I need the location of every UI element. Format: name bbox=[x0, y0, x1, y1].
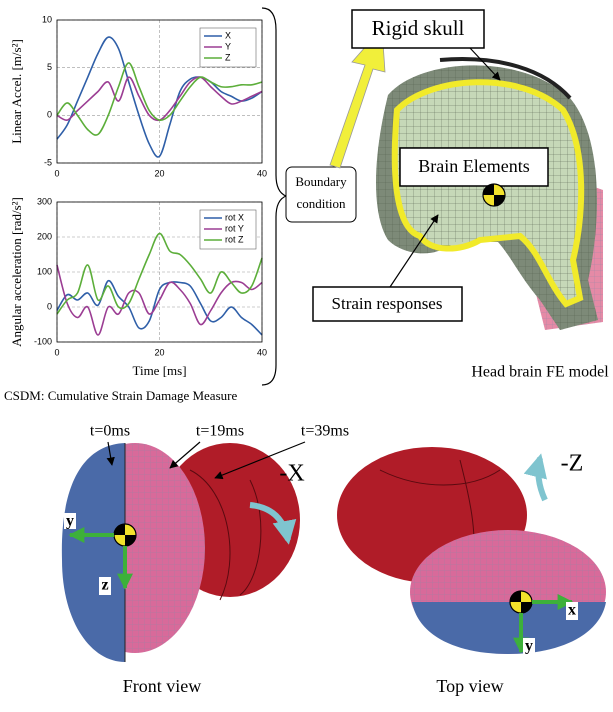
legend-label: rot X bbox=[225, 212, 244, 222]
y-tick-label: 300 bbox=[37, 196, 52, 206]
top-view bbox=[337, 447, 606, 654]
y-tick-label: -100 bbox=[34, 336, 52, 346]
target-marker bbox=[483, 184, 505, 206]
head-0ms bbox=[62, 443, 125, 662]
boundary-label: Boundary bbox=[295, 174, 347, 189]
legend-label: rot Y bbox=[225, 223, 244, 233]
model-caption: Head brain FE model bbox=[471, 364, 609, 381]
axis-label: x bbox=[568, 602, 576, 619]
legend-label: Z bbox=[225, 52, 231, 62]
x-tick-label: 40 bbox=[257, 168, 267, 178]
strain-label: Strain responses bbox=[332, 294, 443, 313]
x-tick-label: 0 bbox=[54, 168, 59, 178]
target-marker bbox=[510, 591, 532, 613]
x-tick-label: 20 bbox=[154, 347, 164, 357]
y-tick-label: 200 bbox=[37, 231, 52, 241]
rigid-skull-label: Rigid skull bbox=[372, 16, 465, 40]
y-tick-label: 5 bbox=[47, 62, 52, 72]
y-tick-label: -5 bbox=[44, 157, 52, 167]
figure: Boundary condition Rigid skull Brain Ele… bbox=[0, 0, 613, 712]
axis-label: y bbox=[525, 638, 533, 655]
rotation-label: -Z bbox=[561, 451, 584, 477]
legend-label: rot Z bbox=[225, 234, 244, 244]
front-caption: Front view bbox=[123, 676, 202, 696]
yellow-arrow bbox=[330, 28, 385, 168]
page: {"chart_data": [ {"type": "line", "y_lab… bbox=[0, 0, 613, 712]
time-label: t=39ms bbox=[301, 423, 349, 440]
boundary-label: condition bbox=[296, 196, 346, 211]
y-tick-label: 0 bbox=[47, 301, 52, 311]
note: CSDM: Cumulative Strain Damage Measure bbox=[4, 388, 237, 403]
y-tick-label: 0 bbox=[47, 110, 52, 120]
rotation-label: -X bbox=[279, 461, 304, 487]
x-tick-label: 40 bbox=[257, 347, 267, 357]
rotation-arrow bbox=[538, 458, 545, 500]
brain-elements-label: Brain Elements bbox=[418, 156, 529, 176]
axis-label: z bbox=[101, 577, 108, 594]
front-view bbox=[62, 443, 300, 662]
axis-label: y bbox=[66, 513, 74, 530]
time-label: t=0ms bbox=[90, 423, 130, 440]
legend-label: X bbox=[225, 30, 231, 40]
x-axis-label: Time [ms] bbox=[132, 363, 186, 378]
time-label: t=19ms bbox=[196, 423, 244, 440]
legend-label: Y bbox=[225, 41, 231, 51]
y-axis-label: Linear Accel. [m/s²] bbox=[9, 39, 24, 144]
y-axis-label: Angular acceleration [rad/s²] bbox=[9, 197, 24, 347]
x-tick-label: 0 bbox=[54, 347, 59, 357]
top-caption: Top view bbox=[436, 676, 503, 696]
x-tick-label: 20 bbox=[154, 168, 164, 178]
y-tick-label: 10 bbox=[42, 14, 52, 24]
target-marker bbox=[114, 524, 136, 546]
y-tick-label: 100 bbox=[37, 266, 52, 276]
bracket bbox=[262, 8, 286, 385]
